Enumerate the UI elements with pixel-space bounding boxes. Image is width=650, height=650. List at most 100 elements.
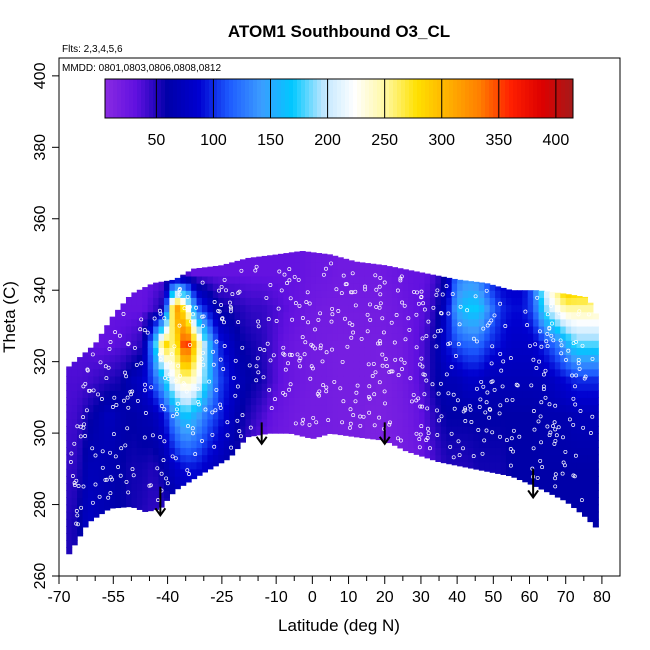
heatmap-cell: [201, 318, 208, 327]
colorbar-cell: [329, 79, 334, 118]
colorbar-cell: [301, 79, 306, 118]
heatmap-cell: [212, 433, 219, 441]
heatmap-cell: [408, 347, 415, 356]
heatmap-cell: [527, 375, 534, 384]
heatmap-cell: [592, 468, 599, 477]
observation-point: [479, 379, 484, 384]
observation-point: [161, 458, 166, 463]
heatmap-cell: [272, 325, 279, 334]
heatmap-cell: [560, 297, 567, 306]
heatmap-cell: [256, 433, 263, 436]
heatmap-cell: [370, 411, 377, 420]
heatmap-cell: [109, 425, 116, 434]
heatmap-cell: [277, 325, 284, 334]
heatmap-cell: [218, 290, 225, 298]
heatmap-cell: [489, 397, 496, 406]
heatmap-cell: [462, 354, 469, 363]
heatmap-cell: [212, 447, 219, 456]
observation-point: [116, 465, 121, 469]
heatmap-cell: [239, 259, 246, 263]
heatmap-cell: [239, 275, 246, 284]
observation-point: [185, 294, 190, 299]
heatmap-cell: [353, 297, 361, 306]
heatmap-cell: [511, 475, 518, 478]
heatmap-cell: [185, 397, 192, 406]
observation-point: [402, 360, 407, 365]
heatmap-cell: [174, 340, 181, 348]
observation-point: [268, 358, 273, 363]
observation-point: [237, 429, 242, 434]
heatmap-cell: [543, 375, 551, 384]
observation-point: [131, 473, 136, 478]
heatmap-cell: [245, 275, 252, 284]
heatmap-cell: [353, 304, 361, 313]
heatmap-cell: [136, 425, 143, 434]
heatmap-cell: [185, 311, 192, 320]
heatmap-cell: [234, 361, 241, 370]
heatmap-cell: [397, 311, 404, 320]
y-tick-label: 300: [32, 420, 49, 447]
heatmap-cell: [185, 333, 192, 341]
observation-point: [149, 385, 154, 390]
observation-point: [98, 360, 103, 365]
heatmap-cell: [332, 390, 339, 398]
heatmap-cell: [326, 254, 333, 256]
heatmap-cell: [440, 383, 447, 391]
heatmap-cell: [587, 454, 594, 463]
heatmap-cell: [288, 418, 295, 427]
heatmap-cell: [158, 397, 165, 406]
heatmap-cell: [462, 304, 469, 313]
heatmap-cell: [549, 468, 556, 477]
heatmap-cell: [294, 404, 301, 413]
heatmap-cell: [98, 425, 105, 434]
heatmap-cell: [218, 297, 225, 306]
heatmap-cell: [440, 375, 447, 384]
observation-point: [392, 340, 397, 345]
heatmap-cell: [582, 296, 589, 298]
heatmap-cell: [158, 333, 165, 341]
heatmap-cell: [462, 318, 469, 327]
heatmap-cell: [169, 304, 176, 313]
heatmap-cell: [87, 390, 94, 398]
heatmap-cell: [82, 404, 89, 413]
observation-point: [129, 392, 133, 397]
heatmap-cell: [180, 368, 187, 377]
heatmap-cell: [82, 383, 89, 391]
heatmap-cell: [272, 283, 279, 291]
heatmap-cell: [180, 325, 187, 334]
observation-point: [193, 452, 198, 457]
heatmap-cell: [212, 325, 219, 334]
heatmap-cell: [413, 297, 420, 306]
observation-point: [481, 326, 486, 331]
colorbar-tick-label: 100: [200, 132, 227, 149]
heatmap-cell: [343, 411, 350, 420]
heatmap-cell: [283, 290, 290, 298]
heatmap-cell: [250, 325, 257, 334]
heatmap-cell: [245, 397, 252, 406]
heatmap-cell: [343, 311, 350, 320]
heatmap-cell: [522, 347, 529, 356]
heatmap-cell: [429, 290, 437, 298]
flight-arrow: [527, 468, 539, 500]
colorbar-cell: [277, 79, 282, 118]
observation-point: [529, 383, 534, 388]
heatmap-cell: [212, 461, 219, 467]
heatmap-cell: [332, 290, 339, 298]
heatmap-cell: [533, 454, 540, 463]
colorbar-cell: [521, 79, 526, 118]
heatmap-cell: [495, 340, 502, 348]
heatmap-cell: [115, 447, 122, 456]
heatmap-cell: [560, 454, 567, 463]
heatmap-cell: [196, 304, 203, 313]
heatmap-cell: [234, 340, 241, 348]
heatmap-cell: [386, 361, 393, 370]
x-tick-label: -70: [47, 589, 70, 606]
heatmap-cell: [397, 375, 404, 384]
heatmap-cell: [413, 325, 420, 334]
heatmap-cell: [115, 368, 122, 377]
observation-point: [304, 300, 309, 305]
heatmap-cell: [576, 304, 583, 313]
heatmap-cell: [500, 347, 507, 356]
colorbar-cell: [433, 79, 438, 118]
heatmap-cell: [533, 390, 540, 398]
